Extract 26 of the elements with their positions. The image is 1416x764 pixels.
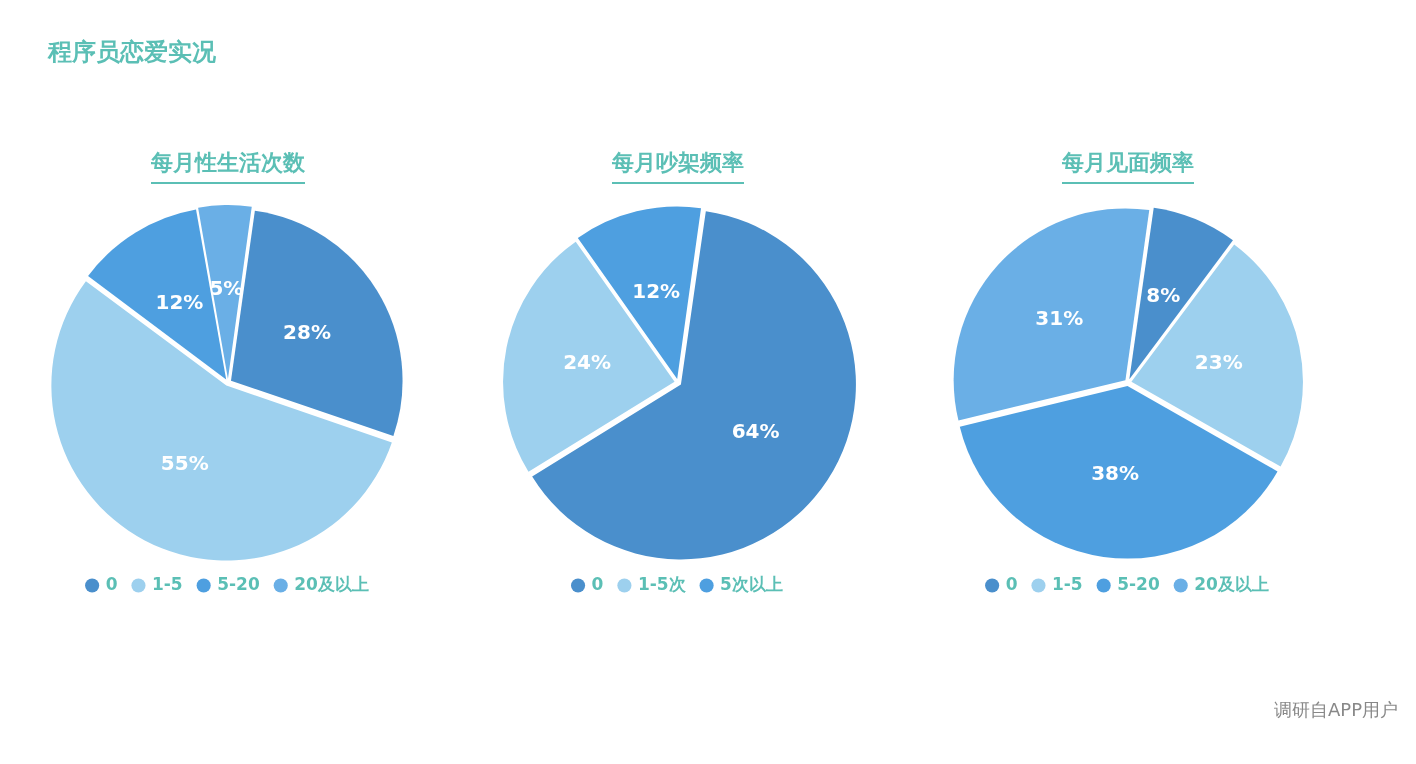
- legend-label: 5次以上: [720, 573, 783, 594]
- data-label: 12%: [155, 289, 204, 314]
- data-label: 31%: [1035, 306, 1084, 331]
- legend-label: 5-20: [217, 573, 260, 594]
- data-label: 55%: [160, 450, 209, 475]
- chart-title: 每月见面频率: [1062, 148, 1194, 184]
- data-label: 23%: [1194, 349, 1243, 374]
- legend-label: 0: [1005, 573, 1018, 594]
- legend-label: 20及以上: [294, 573, 369, 594]
- data-label: 38%: [1091, 460, 1140, 485]
- legend-label: 0: [105, 573, 118, 594]
- data-label: 28%: [283, 320, 331, 345]
- legend-label: 20及以上: [1194, 573, 1269, 594]
- data-label: 24%: [563, 350, 612, 375]
- legend-label: 1-5次: [637, 573, 687, 594]
- chart-title: 每月性生活次数: [151, 148, 305, 184]
- legend-label: 0: [591, 573, 604, 594]
- legend-label: 5-20: [1117, 573, 1160, 594]
- legend-label: 1-5: [151, 573, 183, 594]
- text: 调研自APP用户: [1273, 698, 1398, 722]
- text: 程序员恋爱实况: [48, 37, 216, 68]
- legend-label: 1-5: [1051, 573, 1083, 594]
- data-label: 12%: [632, 278, 681, 303]
- data-label: 8%: [1146, 282, 1181, 307]
- chart-title: 每月吵架频率: [612, 148, 744, 184]
- data-label: 64%: [731, 419, 780, 444]
